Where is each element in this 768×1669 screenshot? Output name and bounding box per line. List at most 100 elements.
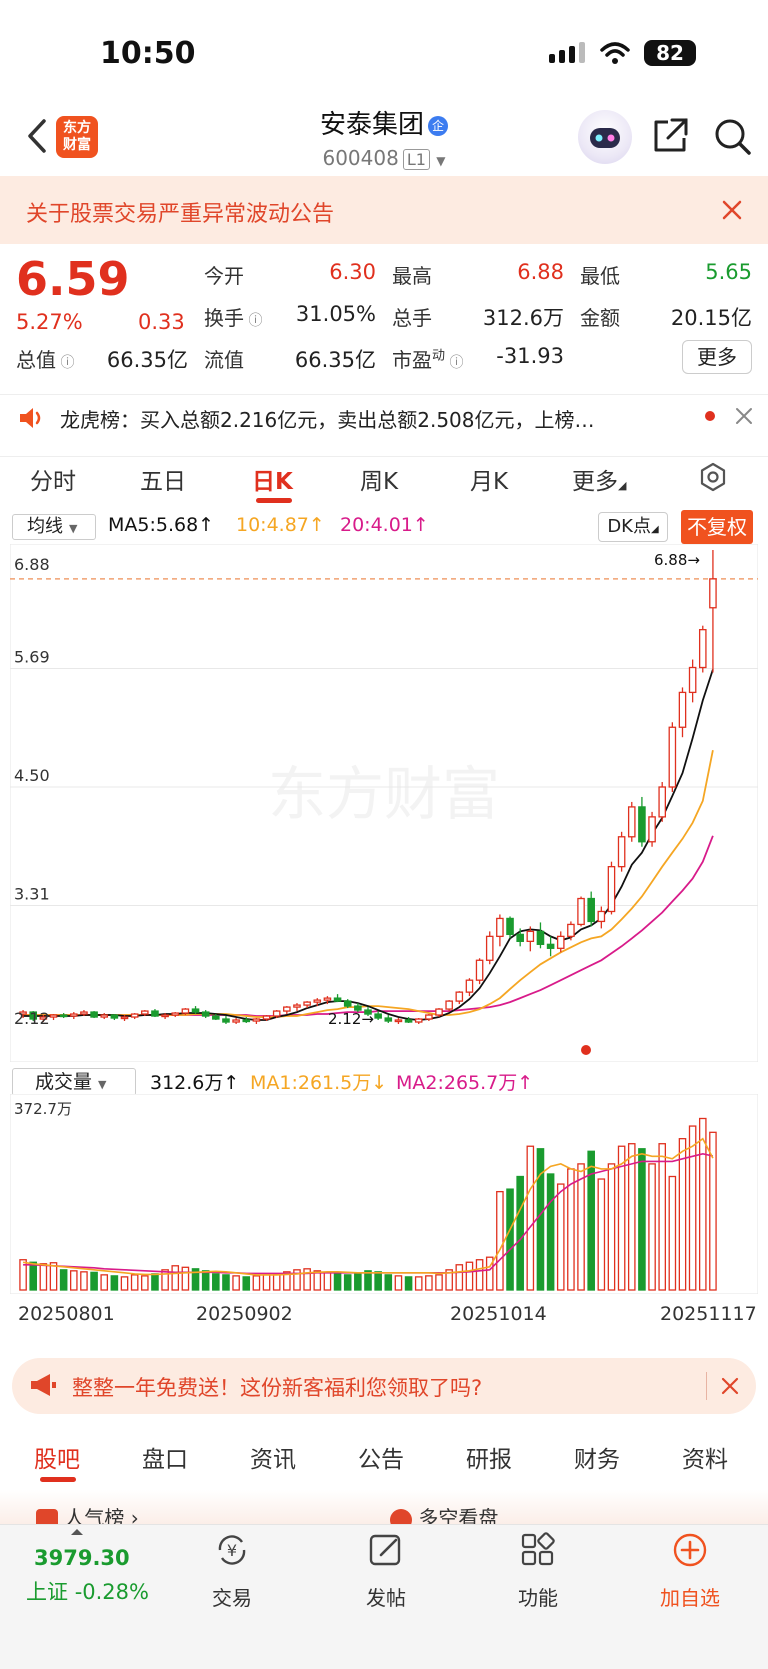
volume-indicator-select[interactable]: 成交量 ▼	[12, 1068, 136, 1096]
kline-chart[interactable]: 东方财富 6.88 5.69 4.50 3.31 2.12 6.88→ 2.12→	[10, 544, 758, 1062]
volume-bar	[627, 1143, 636, 1291]
robot-assistant-icon[interactable]	[578, 110, 632, 164]
candle	[212, 1015, 220, 1020]
tab-monthly-k[interactable]: 月K	[470, 469, 509, 495]
more-button[interactable]: 更多	[682, 340, 752, 374]
candle	[516, 933, 524, 942]
tab-orderbook[interactable]: 盘口	[142, 1447, 188, 1473]
volume-bar	[374, 1271, 382, 1291]
volume-bar	[100, 1274, 109, 1291]
back-icon[interactable]	[22, 118, 52, 154]
share-icon[interactable]	[650, 116, 690, 156]
volume-max-label: 372.7万	[14, 1100, 72, 1118]
tab-announcements[interactable]: 公告	[358, 1447, 404, 1473]
close-icon[interactable]	[720, 198, 744, 222]
indicator-select[interactable]: 均线 ▼	[12, 514, 96, 540]
tab-intraday[interactable]: 分时	[30, 469, 76, 495]
candle	[658, 786, 666, 818]
candle	[262, 1015, 271, 1020]
tab-weekly-k[interactable]: 周K	[360, 469, 399, 495]
tab-news[interactable]: 资讯	[250, 1447, 296, 1473]
dropdown-icon: ▼	[98, 1078, 107, 1091]
volume-bar	[232, 1275, 240, 1291]
close-icon[interactable]	[734, 406, 754, 426]
unread-dot	[705, 411, 715, 421]
candle	[59, 1014, 68, 1018]
nav-add-watchlist[interactable]: 加自选	[640, 1530, 740, 1611]
volume-bar	[496, 1190, 504, 1291]
volume-bar	[272, 1273, 281, 1291]
candle	[546, 943, 555, 949]
nav-trade[interactable]: ¥ 交易	[182, 1530, 282, 1611]
pe-label[interactable]: 市盈动 ⓘ	[392, 348, 464, 372]
tab-five-day[interactable]: 五日	[140, 469, 186, 495]
ma5-label: MA5:5.68↑	[108, 514, 215, 536]
volume-bar	[485, 1256, 494, 1291]
candle	[597, 910, 606, 923]
y-tick-label: 4.50	[14, 766, 50, 785]
nav-functions[interactable]: 功能	[488, 1530, 588, 1611]
low-label: 最低	[580, 264, 620, 288]
candle	[485, 935, 494, 961]
close-icon[interactable]	[720, 1376, 740, 1396]
gear-icon[interactable]	[698, 462, 728, 492]
dragon-tiger-row[interactable]	[0, 394, 768, 444]
volume-bar	[536, 1148, 545, 1291]
promo-banner[interactable]	[12, 1358, 756, 1414]
corner-arrow-icon: ◢	[618, 479, 627, 492]
stock-code[interactable]: 600408 L1 ▼	[322, 146, 446, 170]
search-icon[interactable]	[712, 116, 752, 156]
volume-bar	[333, 1273, 342, 1291]
caret-up-icon	[71, 1529, 83, 1535]
content-peek[interactable]: 人气榜 › 多空看盘	[0, 1490, 768, 1524]
announcement-banner[interactable]	[0, 176, 768, 244]
tab-forum[interactable]: 股吧	[34, 1447, 80, 1473]
turnover-label[interactable]: 换手 ⓘ	[204, 306, 263, 330]
volume-current-label: 312.6万↑	[150, 1072, 240, 1094]
market-cap-label[interactable]: 总值 ⓘ	[16, 348, 75, 372]
volume-bar	[70, 1270, 78, 1291]
volume-bar	[475, 1259, 484, 1291]
tab-research[interactable]: 研报	[466, 1447, 512, 1473]
stock-name: 安泰集团企	[0, 104, 768, 141]
candle	[49, 1014, 58, 1018]
candle	[465, 979, 474, 993]
dk-point-button[interactable]: DK点◢	[598, 512, 668, 542]
volume-bar	[556, 1183, 565, 1291]
index-label[interactable]: 上证 -0.28%	[26, 1580, 149, 1604]
announcement-text[interactable]: 关于股票交易严重异常波动公告	[26, 202, 335, 227]
y-tick-label: 2.12	[14, 1009, 50, 1028]
hot-list-label[interactable]: 人气榜 ›	[36, 1502, 139, 1524]
volume-bar	[455, 1264, 464, 1291]
volume-bar	[709, 1131, 717, 1291]
volume-bar	[222, 1274, 230, 1291]
no-adjust-button[interactable]: 不复权	[681, 510, 753, 544]
promo-text[interactable]: 整整一年免费送！这份新客福利您领取了吗?	[72, 1376, 483, 1400]
bull-bear-label[interactable]: 多空看盘	[390, 1502, 498, 1524]
tab-more[interactable]: 更多◢	[572, 469, 627, 495]
volume-chart[interactable]: 372.7万	[10, 1094, 758, 1294]
candle	[283, 1006, 291, 1012]
tab-daily-k[interactable]: 日K	[252, 469, 293, 495]
candle	[384, 1017, 393, 1022]
candle	[587, 897, 595, 923]
high-value: 6.88	[517, 260, 564, 284]
candle	[668, 726, 677, 788]
volume-bar	[39, 1263, 48, 1291]
candle	[181, 1008, 190, 1014]
candle	[19, 1011, 27, 1015]
volume-bar	[394, 1275, 403, 1291]
status-icons: 82	[548, 40, 696, 66]
volume-bar	[323, 1272, 332, 1291]
tab-profile[interactable]: 资料	[682, 1447, 728, 1473]
nav-post[interactable]: 发帖	[336, 1530, 436, 1611]
tab-finance[interactable]: 财务	[574, 1447, 620, 1473]
open-label: 今开	[204, 264, 244, 288]
candle	[313, 999, 322, 1003]
dragon-tiger-text[interactable]: 龙虎榜：买入总额2.216亿元，卖出总额2.508亿元，上榜…	[60, 408, 595, 432]
volume-bar	[130, 1274, 139, 1291]
pe-value: -31.93	[496, 344, 564, 368]
index-value[interactable]: 3979.30	[34, 1546, 130, 1570]
candle	[709, 578, 717, 609]
grid-icon	[521, 1532, 555, 1566]
